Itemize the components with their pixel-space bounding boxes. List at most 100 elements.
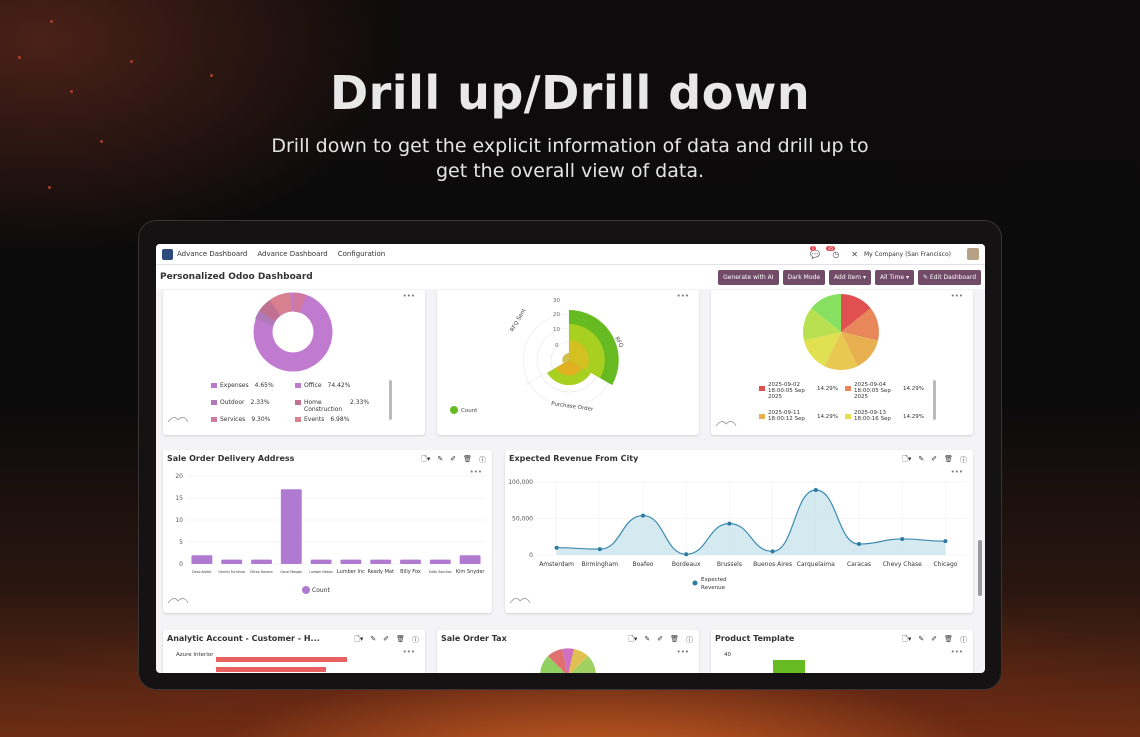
bar (221, 559, 243, 564)
brush-icon[interactable]: ✐ (657, 635, 664, 643)
bar (773, 660, 805, 673)
company-name[interactable]: My Company (San Francisco) (864, 250, 951, 258)
bar (400, 559, 421, 564)
y-tick-label: 0 (529, 552, 533, 559)
info-icon[interactable]: ⓘ (960, 636, 967, 644)
export-icon[interactable]: 🗋▾ (421, 455, 431, 463)
chat-icon[interactable]: 💬 1 (809, 245, 821, 259)
card-menu-icon[interactable]: ••• (950, 648, 963, 656)
y-tick-label: 100,000 (508, 479, 533, 486)
info-icon[interactable]: ⓘ (479, 456, 486, 464)
card-menu-icon[interactable]: ••• (676, 292, 689, 300)
info-icon[interactable]: ⓘ (412, 636, 419, 644)
delete-icon[interactable]: 🗑 (396, 635, 405, 643)
export-icon[interactable]: 🗋▾ (628, 635, 638, 643)
legend-swatch (692, 580, 698, 586)
clock-icon[interactable]: ◷ 45 (826, 245, 840, 259)
legend-scrollbar[interactable] (389, 380, 392, 420)
export-icon[interactable]: 🗋▾ (902, 635, 912, 643)
donut-chart-card: ••• Expenses 4.65% Office 74.42% Outdoor 2.33… (163, 290, 425, 435)
edit-icon[interactable]: ✎ (918, 635, 925, 643)
dark-mode-button[interactable]: Dark Mode (782, 269, 826, 285)
x-tick-label: Carquelaima (797, 561, 835, 568)
brush-icon[interactable]: ✐ (450, 455, 457, 463)
polar-segment-rfq-sent (562, 353, 569, 363)
delete-icon[interactable]: 🗑 (463, 455, 472, 463)
bar (310, 559, 332, 564)
app-name[interactable]: Advance Dashboard (177, 250, 248, 258)
avatar[interactable] (967, 248, 979, 260)
card-menu-icon[interactable]: ••• (950, 468, 963, 476)
donut-legend: Expenses 4.65% Office 74.42% Outdoor 2.33% Hom… (211, 382, 391, 428)
tools-icon[interactable]: ✕ (851, 249, 858, 259)
brush-icon[interactable]: ✐ (383, 635, 390, 643)
all-time-button[interactable]: All Time ▾ (875, 269, 914, 285)
card-menu-icon[interactable]: ••• (950, 292, 963, 300)
bar (370, 559, 392, 564)
y-tick-label: 50,000 (512, 516, 533, 523)
legend-item[interactable]: Services 9.30% (211, 416, 293, 423)
bar-chart: 20 15 10 5 0 Deco Addict Gemini Furniture Eltro… (167, 473, 486, 604)
menu-advance-dashboard[interactable]: Advance Dashboard (257, 250, 328, 258)
x-tick-label: Eltron Havens (250, 570, 273, 574)
delete-icon[interactable]: 🗑 (944, 635, 953, 643)
legend-item[interactable]: Home Construction 2.33% (295, 399, 377, 413)
legend-scrollbar[interactable] (933, 380, 936, 420)
area-chart: 100,000 50,000 0 Amsterdam Birmingham Boafeo B… (508, 479, 967, 604)
card-menu-icon[interactable]: ••• (402, 648, 415, 656)
legend-item[interactable]: Office 74.42% (295, 382, 377, 389)
app-screen: Advance Dashboard Advance Dashboard Conf… (156, 244, 985, 673)
edit-dashboard-button[interactable]: ✎ Edit Dashboard (917, 269, 981, 285)
y-tick-label: 15 (175, 495, 183, 502)
edit-icon[interactable]: ✎ (918, 455, 925, 463)
data-point (684, 552, 689, 557)
sale-tax-card: Sale Order Tax 🗋▾ ✎ ✐ 🗑 ⓘ ••• (437, 630, 699, 673)
info-icon[interactable]: ⓘ (686, 636, 693, 644)
data-point (813, 488, 818, 493)
legend-item[interactable]: 2025-09-11 18:00:12 Sep 14.29% (759, 410, 845, 422)
page-scrollbar[interactable] (978, 540, 982, 596)
legend-item[interactable]: Events 6.98% (295, 416, 377, 423)
delete-icon[interactable]: 🗑 (670, 635, 679, 643)
delete-icon[interactable]: 🗑 (944, 455, 953, 463)
hero-subtitle: Drill down to get the explicit informati… (271, 135, 869, 182)
menu-configuration[interactable]: Configuration (337, 250, 386, 258)
add-item-button[interactable]: Add item ▾ (829, 269, 872, 285)
x-tick-label: Bordeaux (672, 561, 701, 568)
edit-icon[interactable]: ✎ (437, 455, 444, 463)
x-tick-label: Gemini Furniture (218, 570, 245, 574)
hero-title: Drill up/Drill down (329, 66, 811, 120)
legend-item[interactable]: Outdoor 2.33% (211, 399, 293, 406)
brush-icon[interactable]: ✐ (931, 455, 938, 463)
x-tick-label: Kim Snyder (456, 569, 486, 575)
legend-item[interactable]: 2025-09-13 18:00:16 Sep 14.29% (845, 410, 931, 422)
legend-item[interactable]: 2025-09-04 18:00:05 Sep 2025 14.29% (845, 382, 931, 400)
export-icon[interactable]: 🗋▾ (354, 635, 364, 643)
brush-icon[interactable]: ✐ (931, 635, 938, 643)
card-menu-icon[interactable]: ••• (676, 648, 689, 656)
legend-item[interactable]: Expenses 4.65% (211, 382, 293, 389)
svg-text:20: 20 (553, 312, 560, 318)
legend-item[interactable]: 2025-09-02 18:00:05 Sep 2025 14.29% (759, 382, 845, 400)
x-tick-label: Brussels (717, 561, 742, 568)
row-label: Azure Interior (176, 652, 214, 658)
x-tick-label: Ready Mat (367, 569, 393, 575)
donut-chart (167, 292, 333, 423)
y-tick-label: 0 (179, 561, 183, 568)
info-icon[interactable]: ⓘ (960, 456, 967, 464)
card-title: Product Template (715, 634, 795, 643)
edit-icon[interactable]: ✎ (370, 635, 377, 643)
legend-label: Revenue (701, 585, 726, 591)
x-tick-label: Billy Fox (400, 569, 421, 575)
app-logo-icon[interactable] (162, 248, 173, 260)
bar (429, 559, 451, 564)
bar (340, 559, 362, 564)
card-menu-icon[interactable]: ••• (402, 292, 415, 300)
hbar (216, 667, 326, 672)
export-icon[interactable]: 🗋▾ (902, 455, 912, 463)
pie-legend: 2025-09-02 18:00:05 Sep 2025 14.29% 2025-0… (759, 382, 939, 426)
card-menu-icon[interactable]: ••• (469, 468, 482, 476)
analytic-card: Analytic Account - Customer - H... 🗋▾ ✎ … (163, 630, 425, 673)
edit-icon[interactable]: ✎ (644, 635, 651, 643)
generate-ai-button[interactable]: Generate with AI (718, 269, 779, 285)
